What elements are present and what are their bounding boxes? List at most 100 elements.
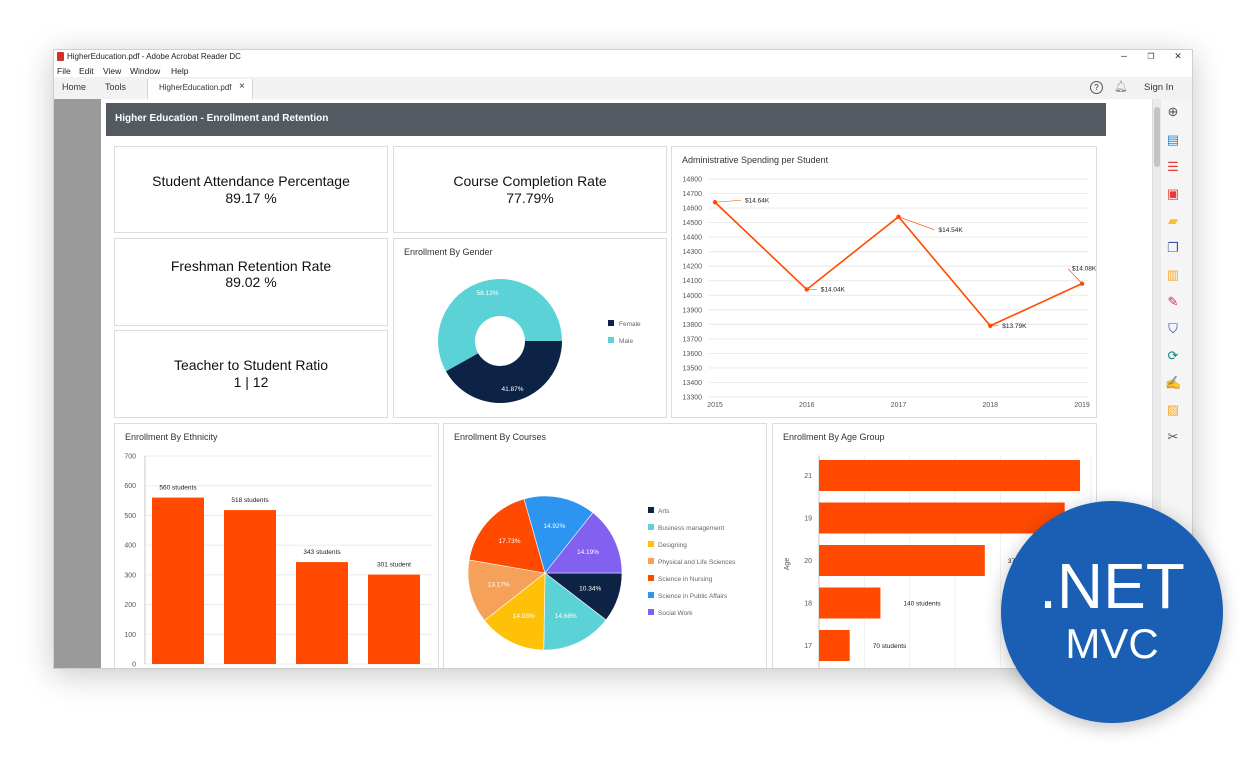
restore-button[interactable]: ❐ bbox=[1147, 52, 1155, 61]
slice-label: 14.68% bbox=[555, 613, 577, 620]
kpi-card-attendance: Student Attendance Percentage 89.17 % bbox=[114, 146, 388, 233]
y-tick-label: 14700 bbox=[683, 191, 703, 198]
menu-window[interactable]: Window bbox=[130, 66, 161, 76]
bar bbox=[819, 587, 881, 619]
panel-scrollbar[interactable] bbox=[1153, 99, 1161, 668]
bar bbox=[368, 574, 420, 664]
bar bbox=[819, 460, 1081, 491]
legend-label: Female bbox=[619, 321, 641, 328]
export-pdf-icon[interactable]: ▤ bbox=[1166, 132, 1180, 147]
pie-slice bbox=[483, 572, 546, 651]
compress-icon[interactable]: ▥ bbox=[1166, 267, 1180, 282]
y-tick-label: 300 bbox=[124, 572, 136, 579]
legend-swatch bbox=[608, 337, 614, 343]
document-area: Higher Education - Enrollment and Retent… bbox=[54, 99, 1153, 668]
app-pdf-icon bbox=[57, 52, 64, 61]
acrobat-window: HigherEducation.pdf - Adobe Acrobat Read… bbox=[53, 49, 1193, 669]
tab-tools[interactable]: Tools bbox=[105, 82, 127, 92]
legend-label: Physical and Life Sciences bbox=[658, 559, 736, 566]
line-chart: 14800 14700 14600 14500 14400 14300 14200 14100… bbox=[683, 177, 1096, 410]
bar bbox=[296, 562, 348, 664]
send-file-icon[interactable]: ▨ bbox=[1166, 402, 1180, 417]
y-tick-label: 13300 bbox=[683, 395, 703, 402]
menu-help[interactable]: Help bbox=[171, 66, 189, 76]
horizontal-bar-chart: Age21595 s1920378 students18140 students… bbox=[784, 456, 1092, 668]
label-connector bbox=[714, 199, 742, 203]
slice-label: 14.03% bbox=[513, 613, 535, 620]
kpi-title: Course Completion Rate bbox=[453, 173, 607, 189]
kpi-value: 1 | 12 bbox=[233, 374, 269, 390]
label-connector bbox=[1067, 268, 1083, 284]
menu-edit[interactable]: Edit bbox=[79, 66, 94, 76]
donut-hole bbox=[475, 316, 525, 366]
legend-label: Science in Public Affairs bbox=[658, 593, 728, 600]
chart-title: Enrollment By Ethnicity bbox=[125, 432, 218, 442]
fill-sign-icon[interactable]: ✎ bbox=[1167, 294, 1179, 309]
y-tick-label: 14200 bbox=[683, 264, 703, 271]
y-tick-label: 13800 bbox=[683, 322, 703, 329]
bar-label: 518 students bbox=[231, 497, 269, 504]
slice-label: 14.19% bbox=[577, 549, 599, 556]
create-pdf-icon[interactable]: ▣ bbox=[1166, 186, 1180, 201]
organize-pages-icon[interactable]: ☰ bbox=[1167, 159, 1179, 174]
kpi-value: 89.02 % bbox=[225, 274, 277, 290]
y-tick-label: 20 bbox=[804, 558, 812, 565]
legend-label: Designing bbox=[658, 542, 687, 549]
kpi-title: Teacher to Student Ratio bbox=[173, 357, 329, 373]
close-window-button[interactable]: ✕ bbox=[1174, 51, 1182, 61]
legend-swatch bbox=[648, 592, 654, 598]
bar bbox=[224, 510, 276, 664]
y-tick-label: 700 bbox=[124, 454, 136, 461]
y-tick-label: 14600 bbox=[683, 206, 703, 213]
legend-label: Male bbox=[619, 338, 633, 345]
y-tick-label: 14100 bbox=[683, 278, 703, 285]
slice-label: 13.17% bbox=[488, 582, 510, 589]
y-tick-label: 500 bbox=[124, 513, 136, 520]
legend-swatch bbox=[648, 558, 654, 564]
report-header: Higher Education - Enrollment and Retent… bbox=[106, 103, 1106, 136]
y-tick-label: 19 bbox=[804, 516, 812, 523]
x-tick-label: 2016 bbox=[799, 402, 815, 409]
bar-label: 301 student bbox=[377, 562, 411, 569]
pie-chart: 10.34% 14.68% 14.03% 13.17% 17.73% 14.92% 14.1… bbox=[467, 495, 736, 651]
notification-bell-icon[interactable]: 🔔︎ bbox=[1114, 81, 1128, 93]
x-tick-label: 2015 bbox=[707, 402, 723, 409]
minimize-button[interactable]: – bbox=[1121, 51, 1127, 62]
legend-swatch bbox=[648, 507, 654, 513]
search-zoom-icon[interactable]: ⊕ bbox=[1167, 104, 1179, 119]
more-tools-icon[interactable]: ✂ bbox=[1167, 429, 1179, 444]
data-label: $14.64K bbox=[745, 197, 770, 204]
close-tab-button[interactable]: × bbox=[239, 81, 245, 92]
tab-document[interactable]: HigherEducation.pdf × bbox=[147, 79, 253, 99]
chart-title: Enrollment By Courses bbox=[454, 432, 547, 442]
pie-slice bbox=[544, 512, 623, 574]
bar-label: 70 students bbox=[873, 643, 907, 650]
sign-in-button[interactable]: Sign In bbox=[1144, 82, 1174, 93]
data-label: $14.08K bbox=[1072, 266, 1096, 273]
tab-home[interactable]: Home bbox=[62, 82, 87, 92]
combine-files-icon[interactable]: ❐ bbox=[1167, 240, 1179, 255]
x-tick-label: 2019 bbox=[1074, 402, 1090, 409]
menu-file[interactable]: File bbox=[57, 66, 71, 76]
data-label: $13.79K bbox=[1002, 323, 1027, 330]
scrollbar-thumb[interactable] bbox=[1154, 107, 1160, 167]
bar-label: 343 students bbox=[303, 549, 341, 556]
legend-label: Social Work bbox=[658, 610, 693, 617]
kpi-value: 77.79% bbox=[506, 190, 554, 206]
comment-icon[interactable]: ▰ bbox=[1168, 213, 1178, 228]
pie-slice bbox=[467, 559, 546, 621]
kpi-title: Student Attendance Percentage bbox=[152, 173, 350, 189]
menu-view[interactable]: View bbox=[103, 66, 122, 76]
sign-icon[interactable]: ✍ bbox=[1165, 375, 1182, 390]
donut-chart: 41.87% 58.13% Female Male bbox=[438, 278, 641, 403]
data-label: $14.54K bbox=[939, 227, 964, 234]
x-tick-label: 2018 bbox=[982, 402, 998, 409]
help-icon[interactable]: ? bbox=[1090, 81, 1103, 94]
title-bar: HigherEducation.pdf - Adobe Acrobat Read… bbox=[54, 50, 1192, 64]
protect-icon[interactable]: ⛉ bbox=[1168, 321, 1178, 336]
kpi-value: 89.17 % bbox=[225, 190, 277, 206]
scan-icon[interactable]: ⟳ bbox=[1167, 348, 1179, 363]
y-tick-label: 13600 bbox=[683, 351, 703, 358]
menu-bar: File Edit View Window Help bbox=[54, 64, 1192, 77]
y-tick-label: 14400 bbox=[683, 235, 703, 242]
